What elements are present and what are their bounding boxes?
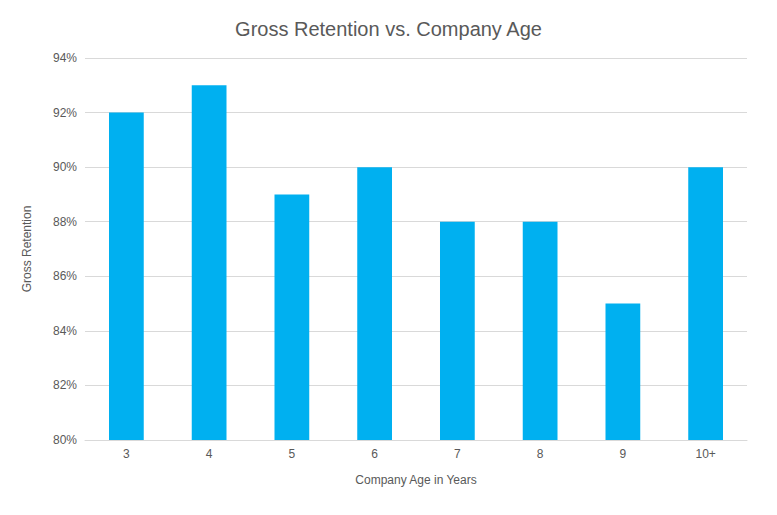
svg-text:80%: 80% — [53, 433, 77, 447]
svg-text:10+: 10+ — [695, 447, 715, 461]
svg-text:8: 8 — [537, 447, 544, 461]
svg-text:94%: 94% — [53, 51, 77, 65]
svg-text:3: 3 — [123, 447, 130, 461]
svg-text:Company Age in Years: Company Age in Years — [355, 473, 476, 487]
svg-text:82%: 82% — [53, 378, 77, 392]
svg-text:6: 6 — [371, 447, 378, 461]
svg-text:Gross Retention: Gross Retention — [20, 206, 34, 293]
svg-text:88%: 88% — [53, 215, 77, 229]
svg-text:Gross Retention vs. Company Ag: Gross Retention vs. Company Age — [235, 18, 542, 40]
svg-text:4: 4 — [206, 447, 213, 461]
svg-text:86%: 86% — [53, 269, 77, 283]
svg-text:9: 9 — [620, 447, 627, 461]
svg-text:90%: 90% — [53, 160, 77, 174]
svg-text:84%: 84% — [53, 324, 77, 338]
svg-text:7: 7 — [454, 447, 461, 461]
svg-text:92%: 92% — [53, 106, 77, 120]
svg-text:5: 5 — [289, 447, 296, 461]
